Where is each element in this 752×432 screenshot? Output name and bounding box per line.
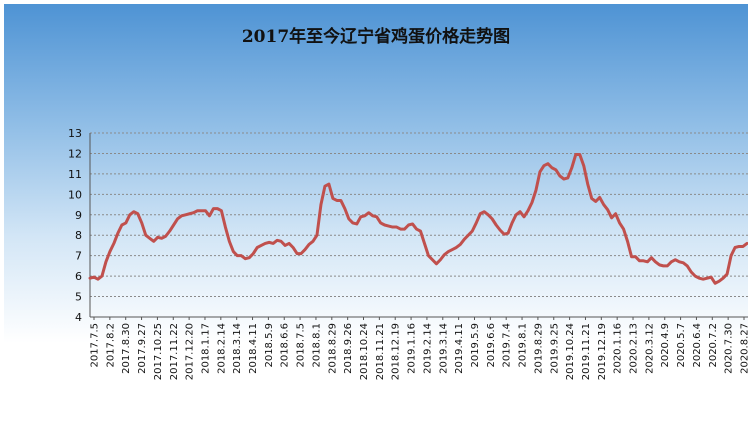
- x-tick-label: 2018.12.19: [391, 323, 402, 380]
- y-tick-label: 8: [75, 229, 82, 242]
- x-tick-label: 2017.8.30: [121, 323, 132, 374]
- x-tick-label: 2017.7.5: [90, 323, 101, 368]
- x-tick-label: 2019.11.21: [581, 323, 592, 380]
- x-tick-label: 2020.6.4: [692, 323, 703, 368]
- chart-frame: 2017年至今辽宁省鸡蛋价格走势图 4 5 6 7 8 9 10 11 12 13 2017.7.…: [4, 4, 748, 428]
- x-tick-label: 2020.7.2: [708, 323, 719, 368]
- x-tick-label: 2019.5.9: [470, 323, 481, 368]
- x-tick-label: 2019.4.11: [454, 323, 465, 374]
- x-tick-label: 2017.9.27: [137, 323, 148, 374]
- x-tick-label: 2018.11.21: [375, 323, 386, 380]
- x-tick-label: 2017.8.2: [105, 323, 116, 368]
- x-tick-label: 2017.11.22: [169, 323, 180, 380]
- x-tick-label: 2018.7.5: [296, 323, 307, 368]
- x-tick-label: 2018.2.14: [216, 323, 227, 374]
- y-tick-label: 4: [75, 311, 82, 324]
- x-tick-label: 2019.7.4: [502, 323, 513, 368]
- y-tick-label: 6: [75, 270, 82, 283]
- x-tick-label: 2018.4.11: [248, 323, 259, 374]
- y-tick-label: 11: [68, 168, 82, 181]
- x-tick-label: 2018.8.1: [311, 323, 322, 368]
- x-tick-label: 2020.7.30: [724, 323, 735, 374]
- x-tick-label: 2019.3.14: [438, 323, 449, 374]
- x-tick-label: 2018.10.24: [359, 323, 370, 380]
- x-tick-label: 2020.8.27: [740, 323, 749, 374]
- x-tick-label: 2017.12.20: [185, 323, 196, 380]
- x-tick-label: 2020.3.12: [644, 323, 655, 374]
- y-tick-label: 5: [75, 291, 82, 304]
- y-tick-label: 9: [75, 209, 82, 222]
- x-tick-label: 2019.2.14: [422, 323, 433, 374]
- x-tick-label: 2019.12.19: [597, 323, 608, 380]
- x-tick-label: 2018.6.6: [280, 323, 291, 368]
- x-tick-label: 2017.10.25: [153, 323, 164, 380]
- chart-title: 2017年至今辽宁省鸡蛋价格走势图: [241, 27, 511, 47]
- x-tick-label: 2020.2.13: [629, 323, 640, 374]
- x-tick-label: 2019.6.6: [486, 323, 497, 368]
- price-series-line: [88, 152, 748, 285]
- y-tick-label: 10: [68, 188, 82, 201]
- x-tick-label: 2019.9.25: [549, 323, 560, 374]
- x-tick-label: 2019.8.29: [533, 323, 544, 374]
- y-tick-label: 13: [68, 127, 82, 140]
- x-tick-label: 2018.8.29: [327, 323, 338, 374]
- x-tick-label: 2019.10.24: [565, 323, 576, 380]
- x-tick-label: 2018.9.26: [343, 323, 354, 374]
- x-tick-label: 2018.5.9: [264, 323, 275, 368]
- x-tick-label: 2018.3.14: [232, 323, 243, 374]
- x-tick-label: 2019.1.16: [407, 323, 418, 374]
- line-chart: 4 5 6 7 8 9 10 11 12 13 2017.7.5 2017.8.2 2017.8.30…: [68, 127, 749, 380]
- x-tick-label: 2020.5.7: [676, 323, 687, 368]
- x-tick-label: 2018.1.17: [200, 323, 211, 374]
- y-tick-label: 7: [75, 250, 82, 263]
- y-tick-label: 12: [68, 147, 82, 160]
- x-tick-label: 2019.8.1: [518, 323, 529, 368]
- x-tick-label: 2020.1.16: [613, 323, 624, 374]
- x-tick-label: 2020.4.9: [660, 323, 671, 368]
